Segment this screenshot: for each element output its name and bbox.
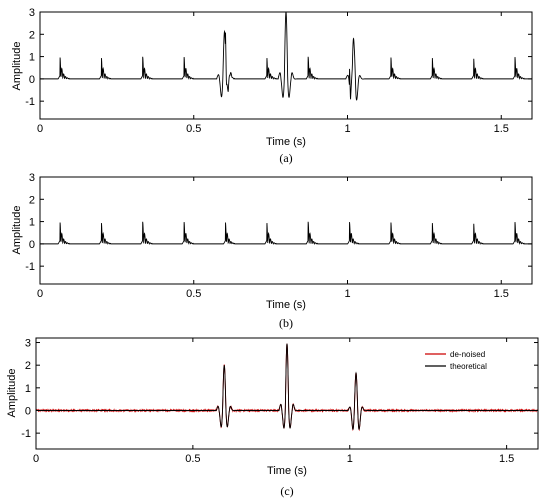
- panel-c-caption: (c): [280, 484, 293, 498]
- panel-a-plot-frame: [39, 11, 533, 120]
- legend-label-theoretical: theoretical: [450, 362, 487, 371]
- panel-b-y-tick-label: 3: [29, 172, 35, 184]
- panel-b-x-tick-label: 1: [344, 288, 350, 300]
- panel-a-x-axis-label: Time (s): [266, 136, 306, 148]
- panel-a-x-tick-label: 1: [344, 123, 350, 135]
- panel-b-y-tick-label: 1: [29, 217, 35, 229]
- panel-a-series-line-1: [40, 11, 532, 101]
- panel-c-y-tick-label: 0: [25, 405, 31, 417]
- panel-c-x-axis-label: Time (s): [267, 465, 307, 477]
- panel-b-y-tick-label: 0: [29, 239, 35, 251]
- panel-a-y-tick-label: 1: [29, 52, 35, 64]
- panel-b-y-tick-label: 2: [29, 194, 35, 206]
- panel-a-caption: (a): [279, 151, 292, 165]
- panel-c-x-ticks: 0 0.5 1 1.5: [33, 338, 514, 465]
- panel-b-x-ticks: 0 0.5 1 1.5: [37, 177, 509, 300]
- panel-c-y-tick-label: -1: [21, 428, 31, 440]
- panel-c-series-line-theoretical: [36, 343, 538, 430]
- panel-c-plot-frame: [35, 337, 539, 450]
- panel-c-legend: de-noised theoretical: [425, 350, 487, 371]
- panel-c-y-tick-label: 2: [25, 360, 31, 372]
- panel-c-y-tick-label: 3: [25, 338, 31, 350]
- panel-b-y-axis-label: Amplitude: [11, 206, 23, 255]
- panel-b-plot-frame: [39, 176, 533, 285]
- panel-c-y-ticks: -1 0 1 2 3: [21, 338, 538, 440]
- panel-b: 0 0.5 1 1.5 -1 0 1 2 3 Time (s) Amplitude (b): [11, 172, 533, 330]
- panel-a-y-axis-label: Amplitude: [11, 42, 23, 91]
- panel-c-x-tick-label: 1.5: [499, 453, 514, 465]
- panel-b-y-ticks: -1 0 1 2 3: [25, 172, 532, 273]
- legend-label-de-noised: de-noised: [450, 350, 485, 359]
- panel-c-x-tick-label: 1: [347, 453, 353, 465]
- panel-c-data-layer: [35, 343, 539, 432]
- panel-a: 0 0.5 1 1.5 -1 0 1 2 3 Time (s) Amplitude (a): [11, 7, 533, 165]
- panel-b-x-tick-label: 0.5: [186, 288, 201, 300]
- panel-a-y-tick-label: -1: [25, 96, 35, 108]
- panel-b-data-layer: [40, 221, 532, 245]
- panel-a-y-tick-label: 0: [29, 74, 35, 86]
- panel-a-x-tick-label: 1.5: [494, 123, 509, 135]
- panel-a-x-tick-label: 0.5: [186, 123, 201, 135]
- panel-a-data-layer: [40, 11, 532, 101]
- panel-c-y-axis-label: Amplitude: [6, 369, 18, 418]
- panel-a-y-ticks: -1 0 1 2 3: [25, 7, 532, 108]
- panel-b-caption: (b): [279, 316, 293, 330]
- panel-b-series-line-1: [40, 221, 532, 245]
- panel-b-y-tick-label: -1: [25, 261, 35, 273]
- panel-b-x-tick-label: 0: [37, 288, 43, 300]
- panel-a-y-tick-label: 3: [29, 7, 35, 19]
- panel-c-y-tick-label: 1: [25, 383, 31, 395]
- panel-a-x-tick-label: 0: [37, 123, 43, 135]
- panel-b-x-axis-label: Time (s): [266, 299, 306, 311]
- panel-c-x-tick-label: 0: [33, 453, 39, 465]
- panel-c-x-tick-label: 0.5: [185, 453, 200, 465]
- panel-b-x-tick-label: 1.5: [494, 288, 509, 300]
- panel-a-y-tick-label: 2: [29, 29, 35, 41]
- panel-c: 0 0.5 1 1.5 -1 0 1 2 3 de-noised theoretical Ti…: [6, 337, 539, 498]
- panel-a-x-ticks: 0 0.5 1 1.5: [37, 12, 509, 135]
